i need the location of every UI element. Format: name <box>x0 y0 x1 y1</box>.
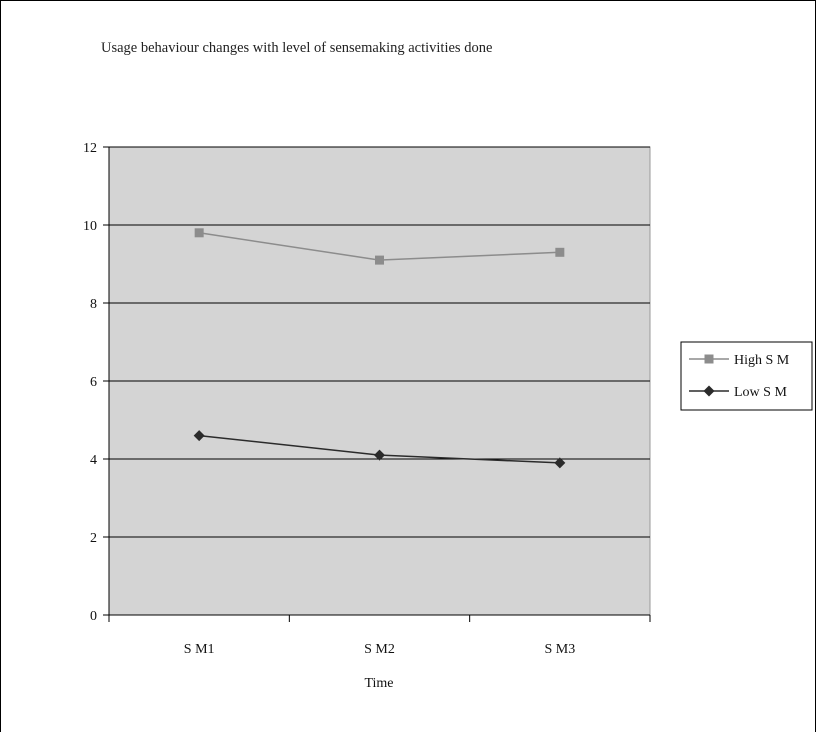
y-tick-label: 10 <box>83 219 97 234</box>
legend: High S M Low S M <box>680 341 813 411</box>
legend-label: Low S M <box>734 385 787 400</box>
legend-swatch-marker <box>703 385 715 397</box>
data-point <box>193 430 205 442</box>
legend-label: High S M <box>734 353 790 368</box>
series-layer <box>193 228 566 469</box>
x-tick-label: S M2 <box>364 642 395 657</box>
data-point <box>194 228 204 238</box>
series-1 <box>194 228 565 265</box>
y-tick-label: 4 <box>90 453 97 468</box>
y-tick-label: 12 <box>83 141 97 156</box>
legend-entry: High S M <box>689 353 790 368</box>
y-tick-label: 0 <box>90 609 97 624</box>
legend-entry: Low S M <box>689 385 787 400</box>
legend-box <box>680 341 813 411</box>
data-point <box>554 457 566 469</box>
legend-swatch-marker <box>704 354 714 364</box>
y-tick-label: 6 <box>90 375 97 390</box>
series-2 <box>193 430 566 469</box>
y-tick-label: 8 <box>90 297 97 312</box>
x-axis-ticks: S M1 S M2 S M3 <box>108 615 651 657</box>
x-tick-label: S M3 <box>544 642 575 657</box>
y-axis-ticks: 0 2 4 6 8 10 12 <box>83 141 109 624</box>
data-point <box>375 255 384 265</box>
x-tick-label: S M1 <box>184 642 215 657</box>
data-point <box>555 247 565 257</box>
chart-title: Usage behaviour changes with level of se… <box>101 40 492 56</box>
data-point <box>374 449 385 461</box>
y-tick-label: 2 <box>90 531 97 546</box>
x-axis-label: Time <box>364 676 393 691</box>
